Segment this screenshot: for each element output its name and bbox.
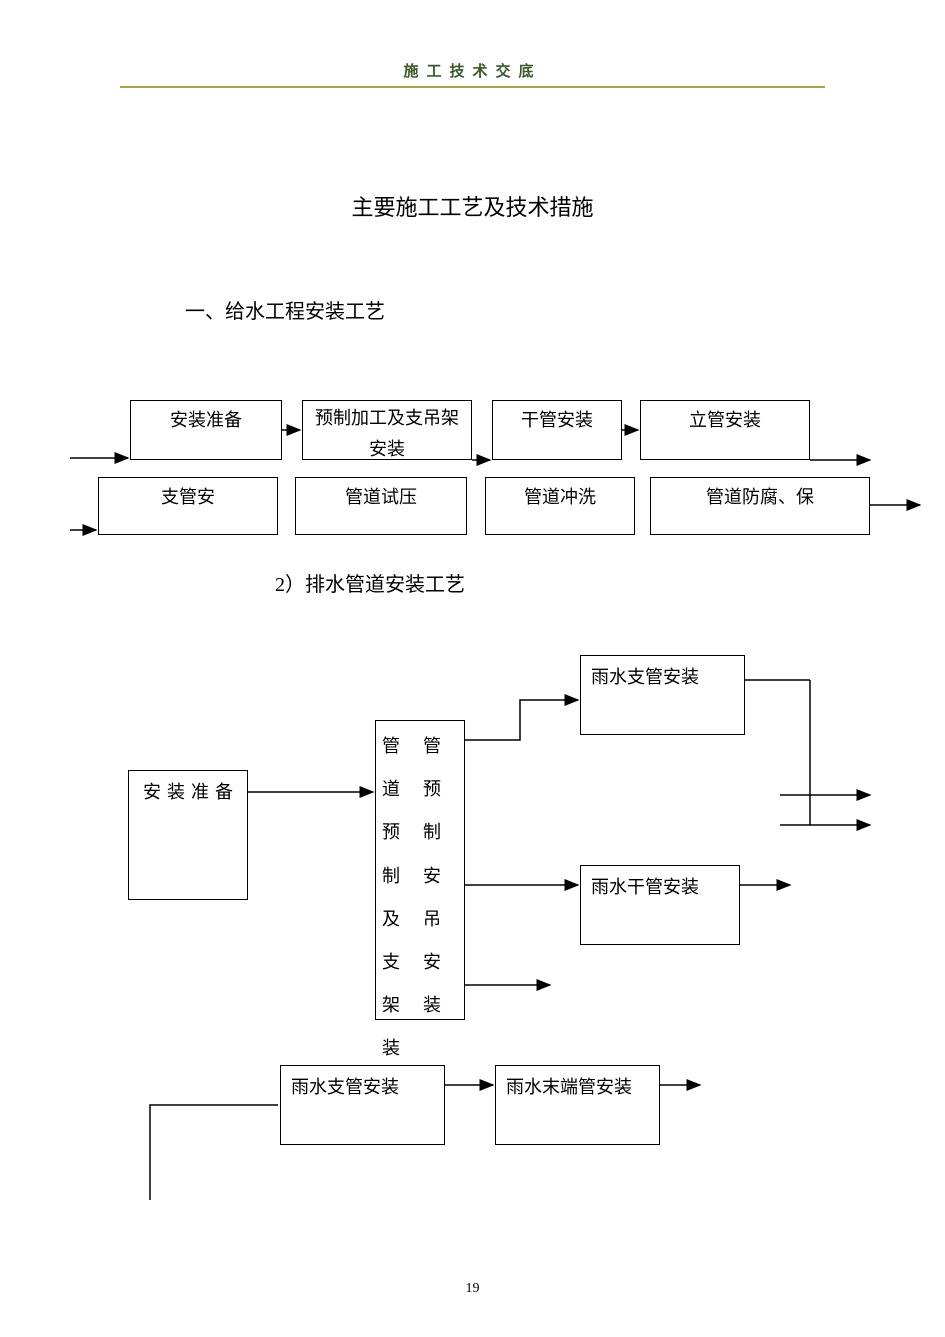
flow2-box-rain-end-text: 雨水末端管安装 <box>506 1077 632 1097</box>
page-number: 19 <box>0 1281 945 1297</box>
flow2-center-col-right: 管预制安吊安装 <box>423 725 458 1027</box>
flow2-box-prep: 安装准备 <box>128 770 248 900</box>
flow1-box-pressure: 管道试压 <box>295 477 467 535</box>
header-rule <box>120 86 825 88</box>
flow1-box-corrosion-text: 管道防腐、保 <box>706 487 814 507</box>
flow1-box-riser: 立管安装 <box>640 400 810 460</box>
page-title: 主要施工工艺及技术措施 <box>0 190 945 222</box>
flow1-box-flush-text: 管道冲洗 <box>524 487 596 507</box>
flow2-box-rain-branch-top: 雨水支管安装 <box>580 655 745 735</box>
flow1-box-main: 干管安装 <box>492 400 622 460</box>
flow1-box-flush: 管道冲洗 <box>485 477 635 535</box>
flow2-center-col-left: 管道预制及支架装 <box>382 725 417 1071</box>
flow1-box-prep-text: 安装准备 <box>170 410 242 430</box>
flow2-box-rain-end: 雨水末端管安装 <box>495 1065 660 1145</box>
flow2-box-prep-text: 安装准备 <box>143 777 233 808</box>
flow2-box-rain-main: 雨水干管安装 <box>580 865 740 945</box>
flow1-box-main-text: 干管安装 <box>521 410 593 430</box>
flow1-box-branch-text: 支管安 <box>161 487 215 507</box>
flow2-box-rain-main-text: 雨水干管安装 <box>591 877 699 897</box>
section-heading-1: 一、给水工程安装工艺 <box>185 295 385 324</box>
flow1-box-prep: 安装准备 <box>130 400 282 460</box>
flow1-box-prefab-text: 预制加工及支吊架安装 <box>315 408 459 459</box>
flow2-box-rain-branch-top-text: 雨水支管安装 <box>591 667 699 687</box>
flow1-box-corrosion: 管道防腐、保 <box>650 477 870 535</box>
running-header: 施工技术交底 <box>0 60 945 81</box>
flow1-box-branch: 支管安 <box>98 477 278 535</box>
flow1-box-prefab: 预制加工及支吊架安装 <box>302 400 472 460</box>
flow2-box-rain-branch-bottom: 雨水支管安装 <box>280 1065 445 1145</box>
flow1-box-pressure-text: 管道试压 <box>345 487 417 507</box>
flow1-box-riser-text: 立管安装 <box>689 410 761 430</box>
flow2-box-rain-branch-bottom-text: 雨水支管安装 <box>291 1077 399 1097</box>
sub-heading-2: 2）排水管道安装工艺 <box>275 568 465 597</box>
flow2-box-center: 管道预制及支架装 管预制安吊安装 <box>375 720 465 1020</box>
